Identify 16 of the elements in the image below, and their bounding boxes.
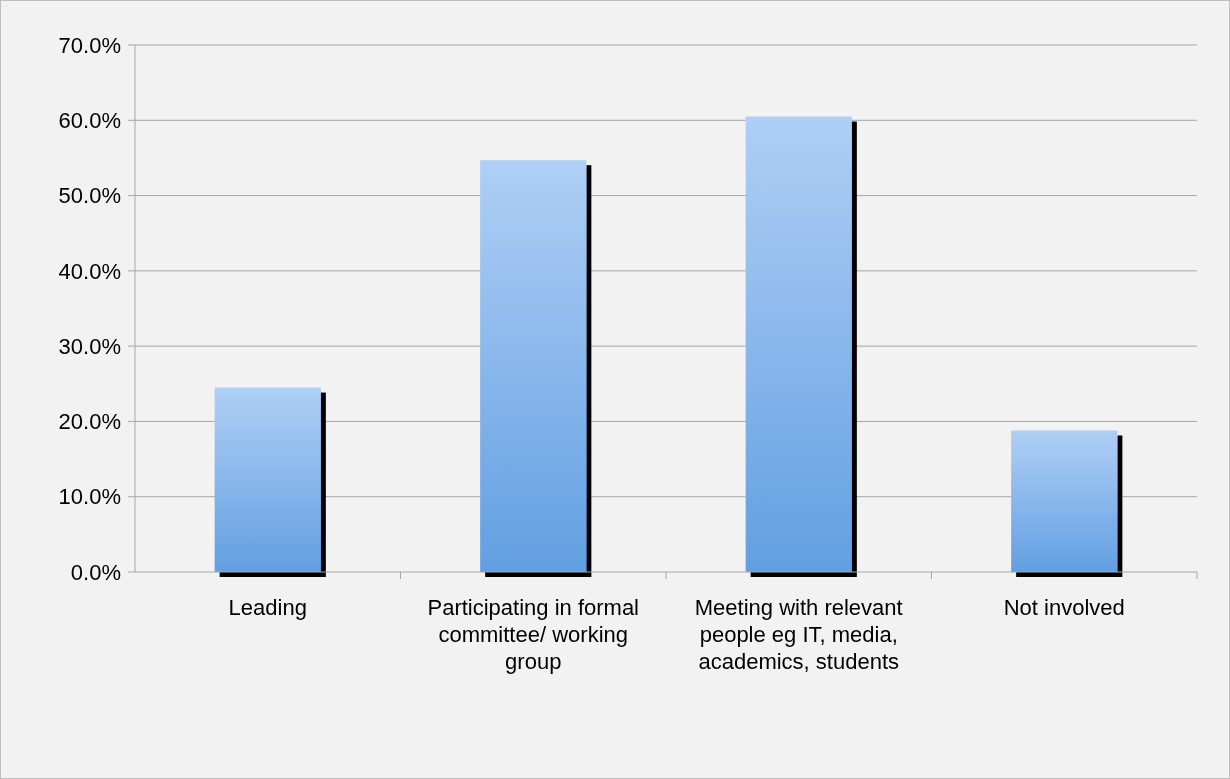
y-tick-label: 70.0% [58, 32, 121, 58]
bar [214, 387, 321, 572]
y-tick-label: 30.0% [58, 333, 121, 359]
y-tick-label: 60.0% [58, 107, 121, 133]
x-tick-label: Meeting with relevant people eg IT, media, academics, students [694, 595, 903, 674]
y-tick-label: 50.0% [58, 183, 121, 209]
y-tick-label: 40.0% [58, 258, 121, 284]
x-tick-label: Participating in formal committee/ working group [427, 595, 640, 674]
bar [1011, 430, 1118, 572]
x-tick-label: Leading [228, 595, 307, 620]
y-tick-label: 10.0% [58, 484, 121, 510]
y-tick-label: 20.0% [58, 409, 121, 435]
y-tick-label: 0.0% [70, 559, 121, 585]
bar [745, 116, 852, 572]
bar [480, 160, 587, 572]
x-tick-label: Not involved [1003, 595, 1125, 620]
